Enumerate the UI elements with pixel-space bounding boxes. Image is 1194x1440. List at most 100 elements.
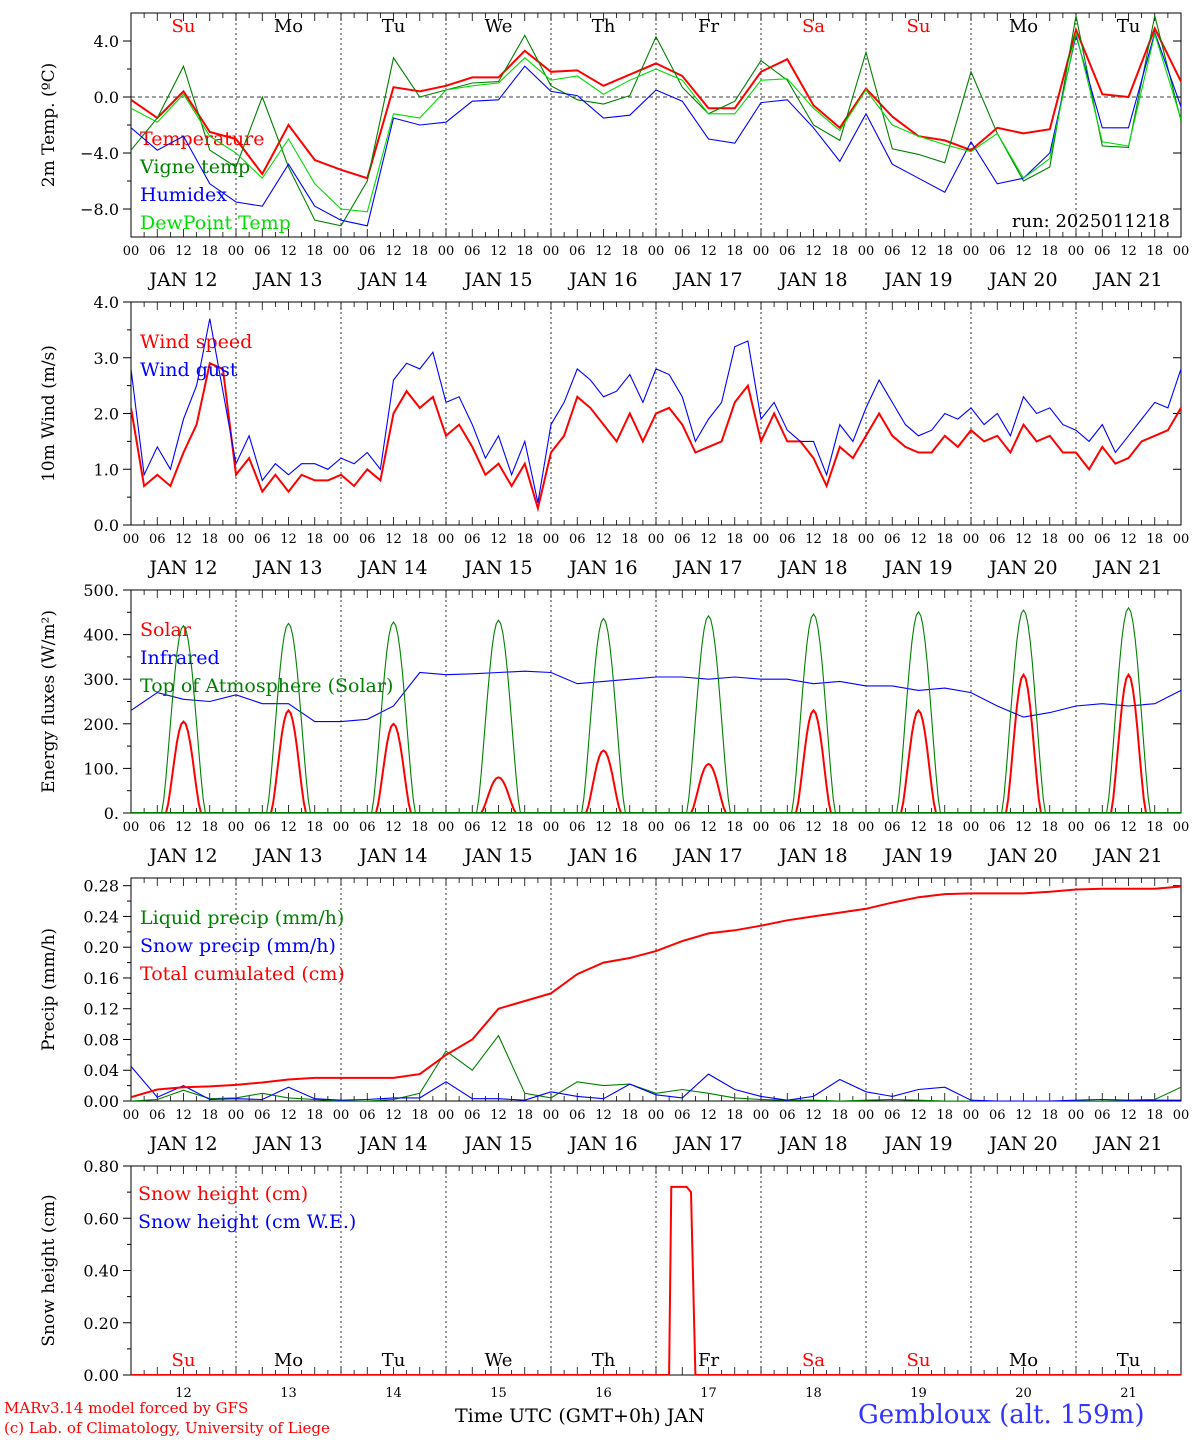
hour-tick-label: 12 bbox=[700, 1108, 717, 1123]
series-line-wind-gust bbox=[131, 318, 1181, 503]
hour-tick-label: 00 bbox=[1068, 244, 1085, 259]
y-tick-label: 0.04 bbox=[83, 1061, 119, 1080]
lab-credit: (c) Lab. of Climatology, University of L… bbox=[4, 1419, 330, 1437]
hour-tick-label: 12 bbox=[595, 244, 612, 259]
hour-tick-label: 06 bbox=[254, 532, 271, 547]
legend-entry: Wind speed bbox=[140, 331, 252, 353]
weekday-label: Su bbox=[907, 1350, 931, 1371]
hour-tick-label: 00 bbox=[228, 820, 245, 835]
legend-entry: Temperature bbox=[140, 128, 264, 150]
series-line-dewpoint-temp bbox=[131, 31, 1181, 213]
y-tick-label: 0.00 bbox=[83, 1092, 119, 1111]
hour-tick-label: 06 bbox=[359, 244, 376, 259]
day-label: JAN 12 bbox=[147, 1133, 217, 1155]
hour-tick-label: 00 bbox=[963, 820, 980, 835]
hour-tick-label: 00 bbox=[333, 820, 350, 835]
y-tick-label: 200. bbox=[83, 715, 119, 734]
run-label: run: 2025011218 bbox=[1012, 211, 1170, 232]
hour-tick-label: 00 bbox=[1173, 244, 1190, 259]
hour-tick-label: 12 bbox=[910, 1108, 927, 1123]
weekday-label: Tu bbox=[382, 1350, 406, 1371]
hour-tick-label: 12 bbox=[280, 244, 297, 259]
y-axis-label: Energy fluxes (W/m²) bbox=[39, 610, 59, 793]
hour-tick-label: 12 bbox=[385, 532, 402, 547]
hour-tick-label: 06 bbox=[149, 532, 166, 547]
day-number-label: 15 bbox=[490, 1386, 507, 1400]
hour-tick-label: 12 bbox=[1015, 1108, 1032, 1123]
meteogram: −8.0 −4.0 0.0 4.0 2m Temp. (ºC) Temperature Vi… bbox=[39, 12, 1190, 1400]
panel-5: 0.00 0.20 0.40 0.60 0.80 Snow height (cm) Snow… bbox=[39, 1157, 1182, 1400]
hour-tick-label: 00 bbox=[1173, 1108, 1190, 1123]
hour-tick-label: 00 bbox=[333, 244, 350, 259]
hour-tick-label: 00 bbox=[963, 244, 980, 259]
hour-tick-label: 18 bbox=[936, 1108, 953, 1123]
hour-tick-label: 00 bbox=[543, 532, 560, 547]
y-tick-label: 0.16 bbox=[83, 969, 119, 988]
hour-tick-label: 12 bbox=[490, 1108, 507, 1123]
hour-tick-label: 00 bbox=[753, 820, 770, 835]
hour-tick-label: 06 bbox=[149, 244, 166, 259]
hour-tick-label: 18 bbox=[1041, 244, 1058, 259]
y-tick-label: 0.0 bbox=[94, 88, 119, 107]
day-label: JAN 14 bbox=[357, 845, 427, 867]
series-line-snow-height-cm- bbox=[131, 1185, 1181, 1375]
y-tick-label: 400. bbox=[83, 626, 119, 645]
y-axis-label: Snow height (cm) bbox=[39, 1194, 59, 1346]
day-label: JAN 17 bbox=[672, 269, 742, 291]
hour-tick-label: 12 bbox=[1120, 532, 1137, 547]
weekday-label: Su bbox=[907, 16, 931, 37]
hour-tick-label: 18 bbox=[306, 244, 323, 259]
hour-tick-label: 06 bbox=[464, 820, 481, 835]
series-line-humidex bbox=[131, 30, 1181, 227]
hour-tick-label: 12 bbox=[385, 820, 402, 835]
hour-tick-label: 12 bbox=[910, 244, 927, 259]
day-label: JAN 20 bbox=[987, 269, 1057, 291]
hour-tick-label: 06 bbox=[674, 532, 691, 547]
hour-tick-label: 12 bbox=[490, 244, 507, 259]
weekday-label: Tu bbox=[1117, 16, 1141, 37]
hour-tick-label: 12 bbox=[1015, 820, 1032, 835]
day-label: JAN 17 bbox=[672, 1133, 742, 1155]
hour-tick-label: 00 bbox=[858, 820, 875, 835]
hour-tick-label: 12 bbox=[805, 532, 822, 547]
hour-tick-label: 00 bbox=[228, 1108, 245, 1123]
hour-tick-label: 18 bbox=[201, 1108, 218, 1123]
day-label: JAN 16 bbox=[567, 845, 637, 867]
hour-tick-label: 06 bbox=[884, 1108, 901, 1123]
day-number-label: 12 bbox=[175, 1386, 192, 1400]
weekday-label: We bbox=[485, 16, 513, 37]
hour-tick-label: 18 bbox=[411, 532, 428, 547]
hour-tick-label: 12 bbox=[595, 532, 612, 547]
day-number-label: 18 bbox=[805, 1386, 822, 1400]
y-axis-label: Precip (mm/h) bbox=[39, 928, 59, 1051]
panel-4: 0.00 0.04 0.08 0.12 0.16 0.20 0.24 0.28 Precip (… bbox=[39, 877, 1189, 1155]
hour-tick-label: 00 bbox=[123, 532, 140, 547]
hour-tick-label: 12 bbox=[280, 1108, 297, 1123]
weekday-label: Sa bbox=[802, 1350, 825, 1371]
weekday-label: Sa bbox=[802, 16, 825, 37]
hour-tick-label: 18 bbox=[936, 532, 953, 547]
y-tick-label: 0. bbox=[104, 804, 119, 823]
hour-tick-label: 00 bbox=[648, 820, 665, 835]
series-line-solar bbox=[163, 672, 1149, 813]
hour-tick-label: 12 bbox=[1120, 1108, 1137, 1123]
hour-tick-label: 18 bbox=[831, 244, 848, 259]
day-label: JAN 17 bbox=[672, 845, 742, 867]
hour-tick-label: 06 bbox=[1094, 820, 1111, 835]
hour-tick-label: 12 bbox=[595, 1108, 612, 1123]
y-tick-label: 4.0 bbox=[94, 32, 119, 51]
day-label: JAN 13 bbox=[252, 269, 322, 291]
day-label: JAN 19 bbox=[882, 269, 952, 291]
hour-tick-label: 18 bbox=[516, 532, 533, 547]
weekday-label: Su bbox=[172, 16, 196, 37]
time-axis-title: Time UTC (GMT+0h) JAN bbox=[455, 1405, 705, 1427]
day-label: JAN 15 bbox=[462, 557, 532, 579]
hour-tick-label: 18 bbox=[621, 532, 638, 547]
hour-tick-label: 06 bbox=[359, 532, 376, 547]
hour-tick-label: 12 bbox=[1120, 244, 1137, 259]
hour-tick-label: 06 bbox=[989, 244, 1006, 259]
day-label: JAN 14 bbox=[357, 269, 427, 291]
hour-tick-label: 00 bbox=[543, 244, 560, 259]
hour-tick-label: 00 bbox=[963, 1108, 980, 1123]
hour-tick-label: 12 bbox=[385, 1108, 402, 1123]
